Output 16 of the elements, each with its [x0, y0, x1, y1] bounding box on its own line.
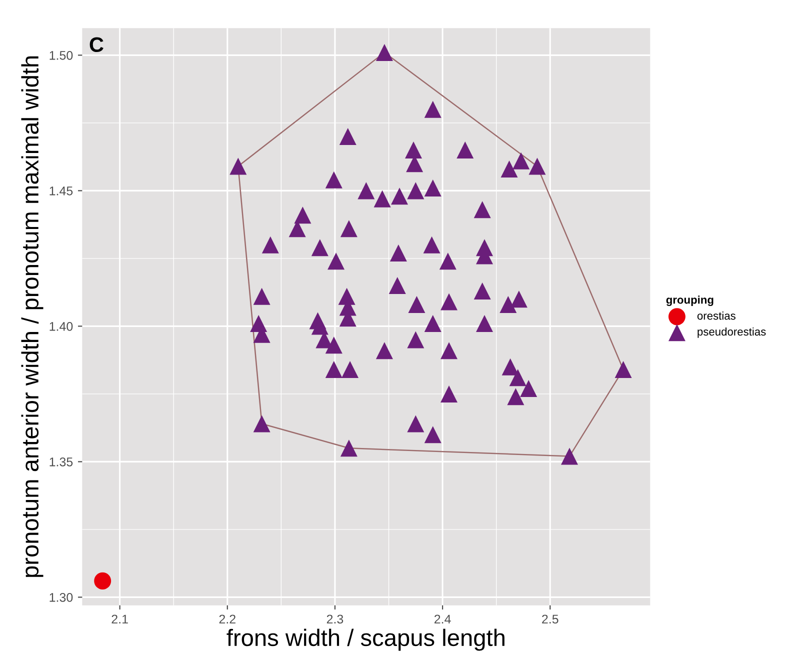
x-tick-label: 2.2 [219, 614, 236, 624]
y-tick-label: 1.30 [50, 593, 73, 602]
y-tick-label: 1.45 [50, 186, 73, 196]
legend-title: grouping [666, 296, 714, 306]
x-tick-label: 2.4 [434, 614, 451, 624]
x-axis-title: frons width / scapus length [226, 628, 504, 651]
legend-label: pseudorestias [698, 327, 766, 338]
x-tick-label: 2.3 [326, 614, 344, 624]
y-tick-label: 1.35 [50, 457, 73, 466]
x-tick-label: 2.1 [112, 614, 128, 624]
y-tick-label: 1.50 [50, 50, 73, 60]
legend-label: orestias [697, 312, 736, 320]
y-axis-title: pronotum anterior width / pronotum maximal width [21, 56, 44, 577]
y-tick-label: 1.40 [50, 322, 73, 331]
x-tick-label: 2.5 [542, 614, 558, 624]
chart-title: C [90, 37, 104, 52]
